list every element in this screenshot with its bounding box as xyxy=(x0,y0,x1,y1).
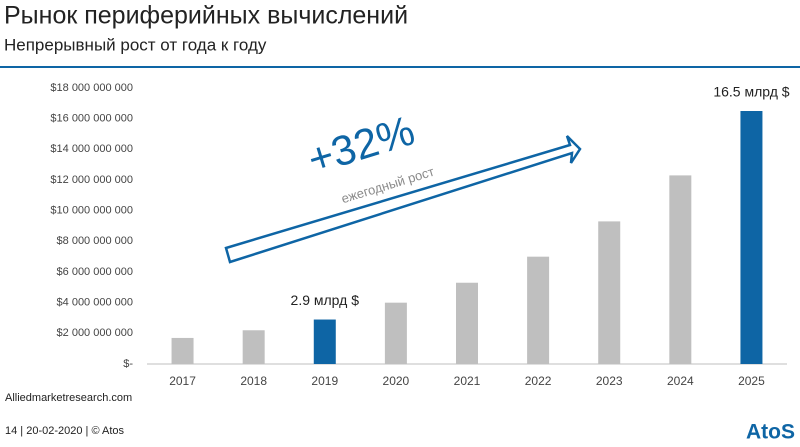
x-tick-label: 2019 xyxy=(311,374,338,388)
x-tick-label: 2025 xyxy=(738,374,765,388)
slide-title: Рынок периферийных вычислений xyxy=(4,2,408,30)
footer: 14 | 20-02-2020 | © Atos xyxy=(5,425,125,437)
value-label: 16.5 млрд $ xyxy=(713,84,789,100)
logo: AtoS xyxy=(746,421,795,444)
bar xyxy=(313,319,336,364)
source: Alliedmarketresearch.com xyxy=(5,392,132,404)
y-tick-label: $16 000 000 000 xyxy=(50,113,133,125)
plot: $- $2 000 000 000 $4 000 000 000 $6 000 000… xyxy=(50,82,789,388)
x-tick-label: 2017 xyxy=(169,374,196,388)
y-tick-label: $8 000 000 000 xyxy=(57,235,133,247)
x-tick-label: 2024 xyxy=(667,374,694,388)
x-tick-label: 2023 xyxy=(596,374,623,388)
y-tick-label: $4 000 000 000 xyxy=(57,297,133,309)
y-tick-label: $- xyxy=(123,358,133,370)
y-tick-label: $2 000 000 000 xyxy=(57,327,133,339)
x-tick-label: 2020 xyxy=(383,374,410,388)
x-tick-label: 2018 xyxy=(240,374,267,388)
x-tick-label: 2022 xyxy=(525,374,552,388)
growth-arrow xyxy=(224,135,582,264)
y-tick-label: $6 000 000 000 xyxy=(57,266,133,278)
bar xyxy=(740,111,763,364)
growth-rate: +32% xyxy=(302,106,420,183)
y-tick-label: $12 000 000 000 xyxy=(50,174,133,186)
y-tick-label: $10 000 000 000 xyxy=(50,205,133,217)
bar xyxy=(171,337,194,364)
bar xyxy=(527,256,550,364)
y-tick-label: $18 000 000 000 xyxy=(50,82,133,94)
bar xyxy=(384,302,407,364)
slide-subtitle: Непрерывный рост от года к году xyxy=(4,35,267,54)
value-label: 2.9 млрд $ xyxy=(291,292,360,308)
x-tick-label: 2021 xyxy=(454,374,481,388)
bar xyxy=(242,330,265,364)
bar xyxy=(669,175,692,364)
y-tick-label: $14 000 000 000 xyxy=(50,143,133,155)
bar xyxy=(456,282,478,364)
bar xyxy=(598,221,621,364)
